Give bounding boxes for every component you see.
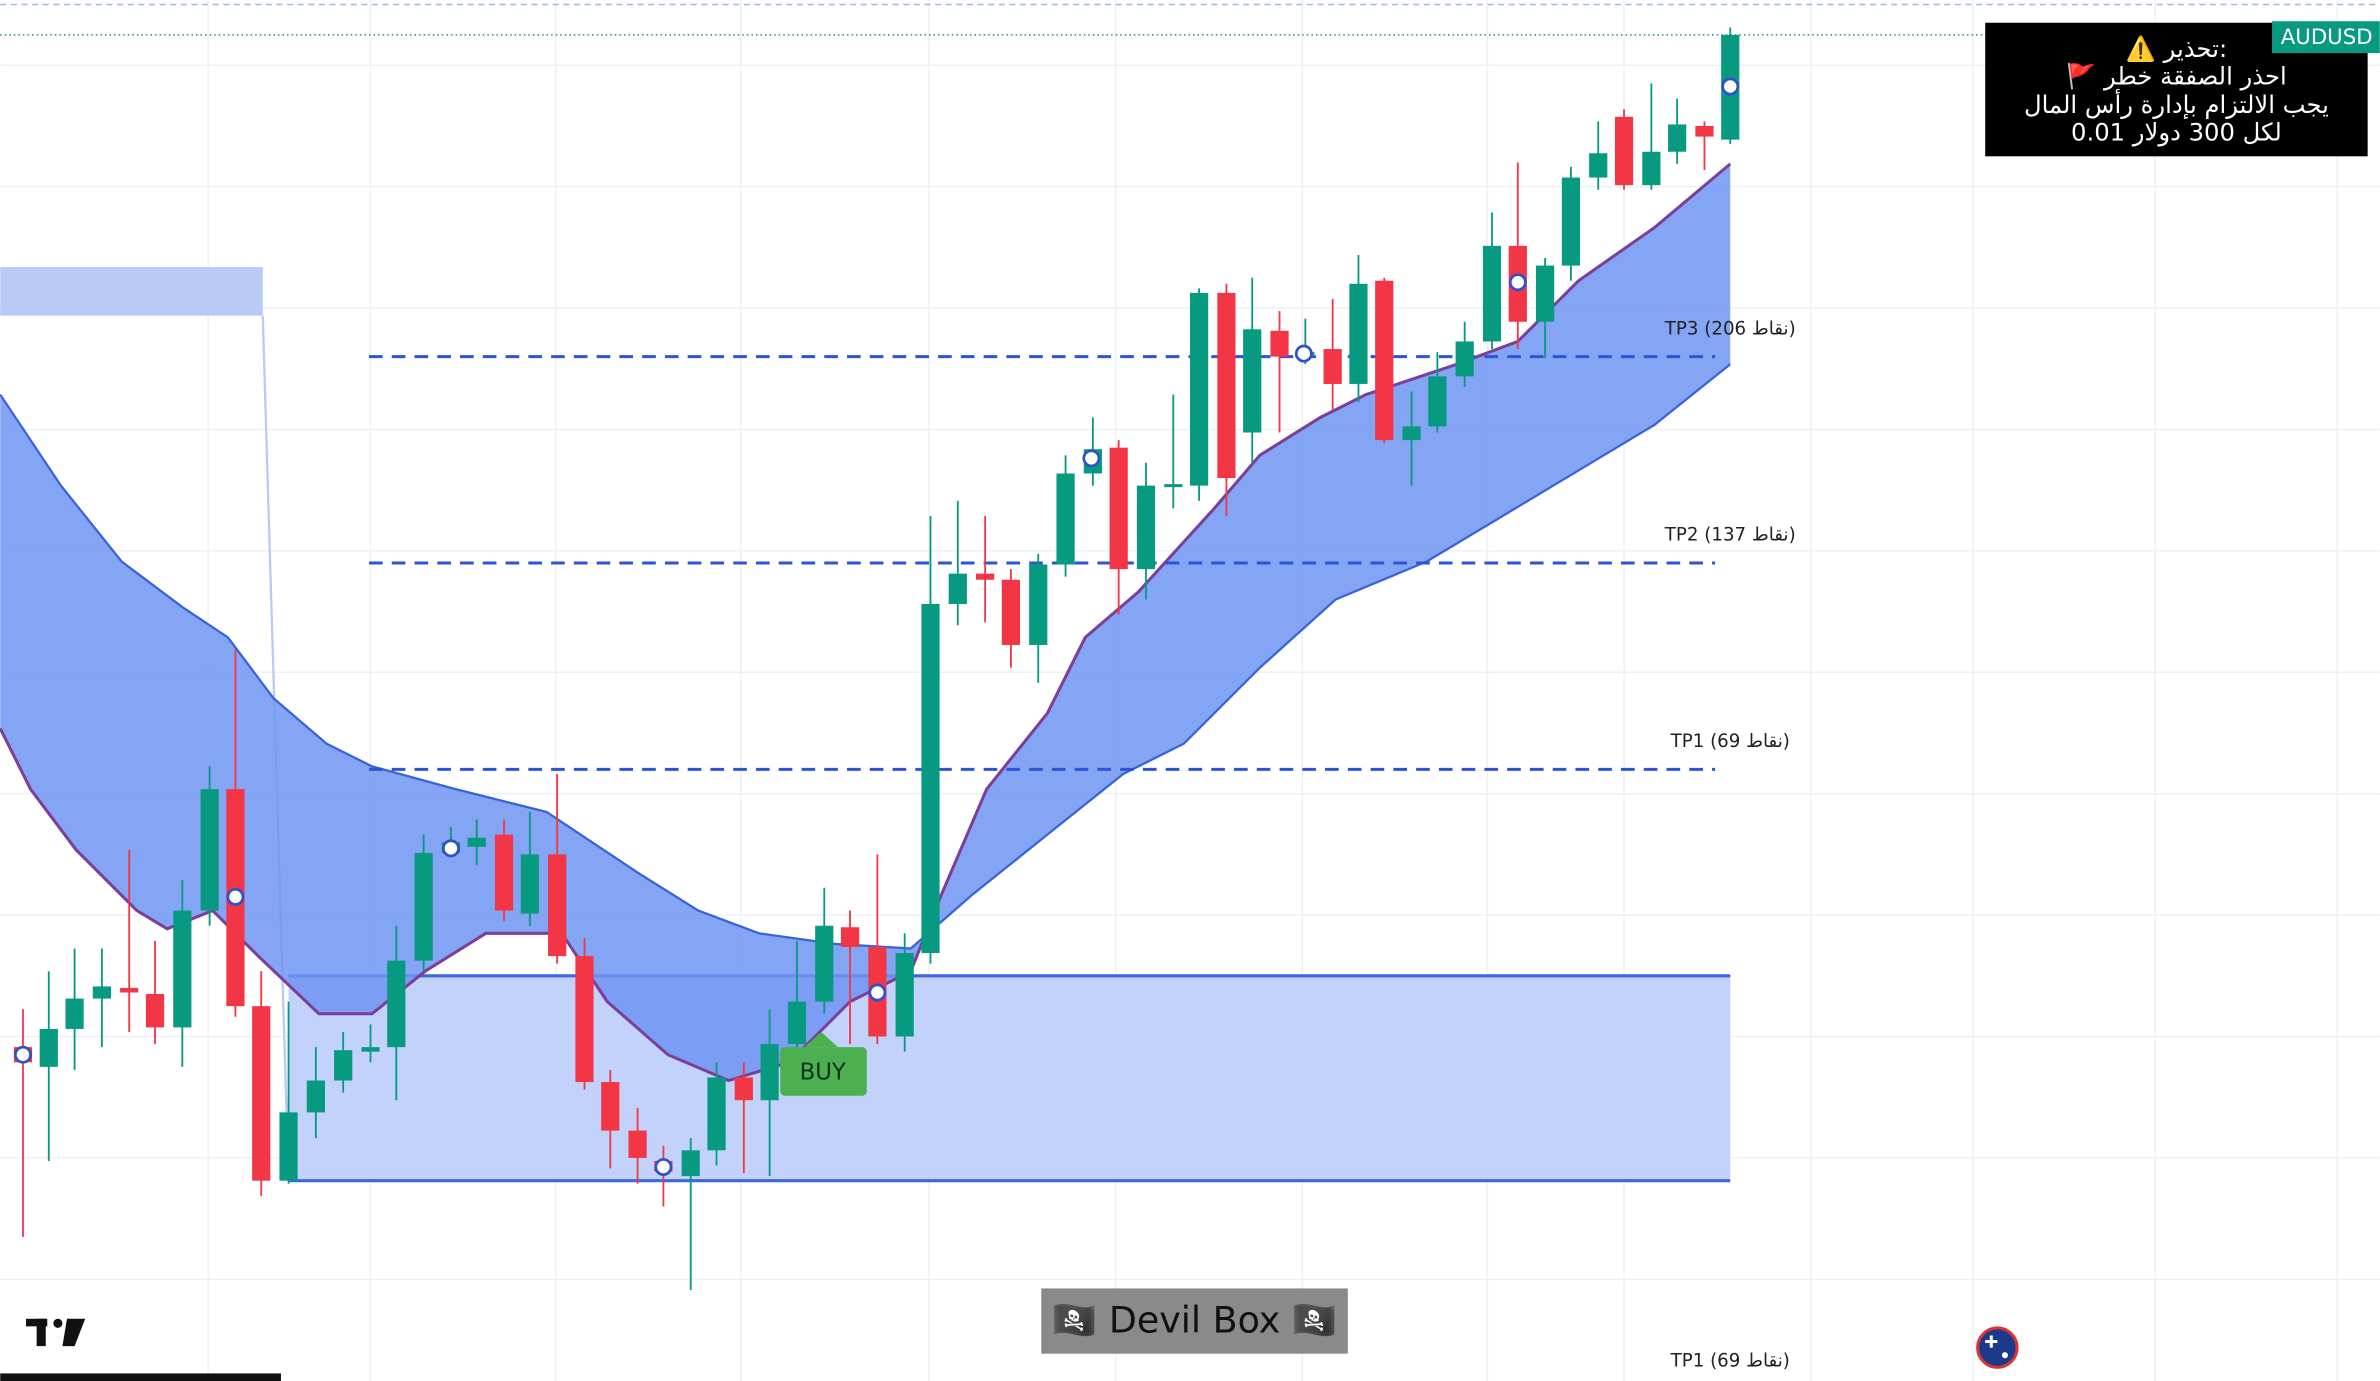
marker xyxy=(441,839,460,858)
marker xyxy=(14,1045,32,1064)
candle-body xyxy=(681,1150,700,1177)
candle-body xyxy=(815,925,834,1002)
candle-body xyxy=(921,603,940,954)
candle-body xyxy=(1164,484,1183,488)
candle-body xyxy=(1614,116,1634,186)
candle-body xyxy=(707,1077,726,1151)
candle-body xyxy=(1109,447,1128,570)
candle-body xyxy=(1349,283,1368,384)
candle-body xyxy=(1243,329,1262,433)
candle-body xyxy=(1561,177,1581,266)
footer-level: TP1 (69 نقاط) xyxy=(1670,1350,1790,1371)
buy-label: BUY xyxy=(800,1059,846,1085)
candle-body xyxy=(895,953,914,1037)
candle-body xyxy=(1270,330,1289,357)
candle-body xyxy=(1536,265,1555,322)
warning-line: لكل 300 دولار 0.01 xyxy=(2071,118,2282,147)
candle-body xyxy=(1001,579,1021,645)
candles xyxy=(13,27,1740,1290)
candle-body xyxy=(1668,124,1687,152)
candle-body xyxy=(200,789,219,911)
marker xyxy=(1294,344,1313,363)
candle-body xyxy=(948,573,967,604)
candle-body xyxy=(1402,426,1421,441)
candle-body xyxy=(548,854,567,957)
candle-body xyxy=(734,1077,753,1101)
marker xyxy=(654,1158,673,1176)
marker xyxy=(1082,449,1101,468)
indicator-label: 🏴‍☠️ Devil Box 🏴‍☠️ xyxy=(1052,1298,1337,1341)
candle-body xyxy=(601,1082,620,1131)
markers xyxy=(14,77,1740,1176)
candle-body xyxy=(760,1044,779,1101)
buy-badge xyxy=(780,1047,867,1096)
marker xyxy=(226,887,245,906)
candle-body xyxy=(1642,151,1661,186)
zone-box xyxy=(0,267,263,316)
candle-body xyxy=(1029,564,1048,645)
flag-icon xyxy=(1976,1326,2019,1369)
candle-body xyxy=(1136,485,1156,570)
candle-body xyxy=(1482,245,1502,342)
demand-zone xyxy=(288,975,1731,1181)
candle-body xyxy=(1190,292,1209,486)
marker xyxy=(1508,273,1527,292)
indicator-box xyxy=(1041,1288,1348,1354)
candle-body xyxy=(1323,349,1342,384)
candle-body xyxy=(976,573,995,580)
candle-body xyxy=(387,960,406,1048)
candle-body xyxy=(628,1130,647,1158)
candle-body xyxy=(1217,292,1236,479)
candle-body xyxy=(279,1112,298,1181)
symbol-label: AUDUSD xyxy=(2281,25,2373,50)
warning-line: يجب الالتزام بإدارة رأس المال xyxy=(2024,89,2329,120)
candle-body xyxy=(306,1080,325,1113)
warning-line: 🚩 احذر الصفقة خطر xyxy=(2066,61,2287,90)
tp-lines: TP3 (206 نقاط) TP2 (137 نقاط) TP1 (69 نق… xyxy=(368,318,1796,771)
candle-body xyxy=(1455,341,1474,377)
tp1-label: TP1 (69 نقاط) xyxy=(1670,731,1790,752)
candle-body xyxy=(39,1028,58,1067)
candle-body xyxy=(1695,125,1714,137)
candle-body xyxy=(92,986,111,999)
cloud-upper xyxy=(0,363,1731,950)
cloud xyxy=(0,163,1731,1081)
candle-body xyxy=(494,834,514,911)
candle-body xyxy=(575,956,594,1083)
candle-body xyxy=(840,927,860,947)
candle-body xyxy=(65,998,84,1029)
candle-body xyxy=(120,987,139,993)
tv-logo xyxy=(26,1318,86,1347)
candle-body xyxy=(1056,473,1075,565)
marker xyxy=(1721,77,1740,96)
candle-body xyxy=(787,1001,807,1045)
candle-body xyxy=(361,1047,380,1052)
candle-body xyxy=(334,1050,353,1081)
symbol-tag xyxy=(2272,21,2380,54)
tp3-label: TP3 (206 نقاط) xyxy=(1664,318,1796,339)
candle-body xyxy=(173,910,192,1028)
candle-body xyxy=(252,1006,271,1181)
warning-line: ⚠️ تحذير: xyxy=(2126,34,2227,63)
scrollbar xyxy=(0,1373,281,1381)
tp2-label: TP2 (137 نقاط) xyxy=(1664,525,1796,546)
candle-body xyxy=(1428,376,1447,427)
candle-body xyxy=(145,994,165,1028)
candle-body xyxy=(414,852,433,961)
candle-body xyxy=(1589,153,1608,178)
candle-body xyxy=(1375,280,1394,441)
marker xyxy=(868,983,887,1002)
candle-body xyxy=(467,837,486,847)
buy-arrow xyxy=(804,1031,838,1048)
candle-body xyxy=(520,854,539,914)
